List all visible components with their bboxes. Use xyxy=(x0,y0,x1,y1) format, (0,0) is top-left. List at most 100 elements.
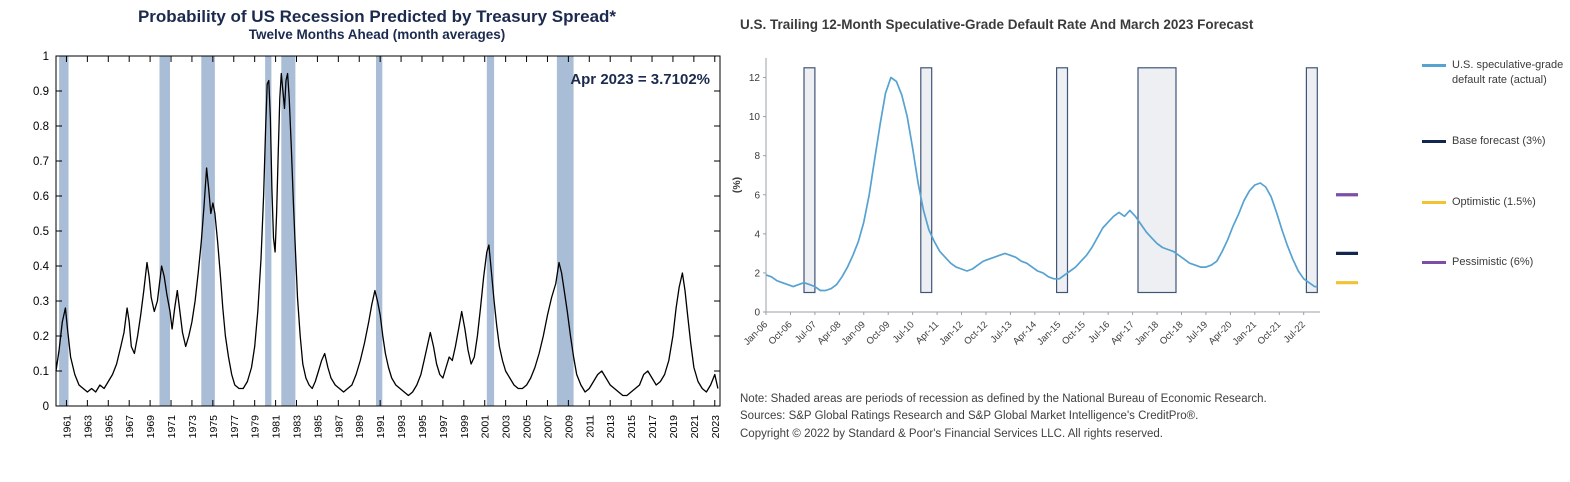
y-tick-label: 0 xyxy=(43,401,49,413)
y-tick-label: 0.1 xyxy=(33,366,49,378)
y-tick-label: 6 xyxy=(754,190,760,201)
note-sources: Sources: S&P Global Ratings Research and… xyxy=(740,410,1199,423)
chart-legend: U.S. speculative-grade default rate (act… xyxy=(1422,58,1567,316)
forecast-markers xyxy=(1336,192,1358,284)
x-tick-label: 1991 xyxy=(375,415,387,439)
x-tick-label: 1973 xyxy=(187,415,199,439)
x-tick-label: 1985 xyxy=(312,415,324,439)
legend-item-optimistic: Optimistic (1.5%) xyxy=(1422,195,1567,210)
left-chart-title: Probability of US Recession Predicted by… xyxy=(137,7,617,26)
y-tick-label: 0.9 xyxy=(33,86,49,98)
x-tick-label: 1971 xyxy=(166,415,178,439)
y-tick-label: 1 xyxy=(43,51,49,63)
x-tick-label: 2017 xyxy=(647,415,659,439)
series-recession-probability xyxy=(55,72,719,397)
x-tick-label: 1983 xyxy=(292,415,304,439)
note-copyright: Copyright © 2022 by Standard & Poor's Fi… xyxy=(740,428,1163,441)
x-tick-label: 1989 xyxy=(354,415,366,439)
recession-probability-section: Probability of US Recession Predicted by… xyxy=(12,6,742,453)
x-tick-label: 1987 xyxy=(333,415,345,439)
x-tick-label: 1965 xyxy=(103,415,115,439)
x-tick-label: 1977 xyxy=(229,415,241,439)
x-tick-label: 2003 xyxy=(501,415,513,439)
legend-label-actual: U.S. speculative-grade default rate (act… xyxy=(1452,59,1564,86)
y-tick-label: 0.3 xyxy=(33,296,49,308)
right-chart-title: U.S. Trailing 12-Month Speculative-Grade… xyxy=(740,17,1254,32)
legend-swatch-pessimistic xyxy=(1422,261,1446,265)
recession-bands xyxy=(59,56,574,407)
x-tick-label: 2009 xyxy=(563,415,575,439)
x-tick-label: 2021 xyxy=(689,415,701,439)
legend-swatch-optimistic xyxy=(1422,200,1446,204)
x-tick-label: 1979 xyxy=(250,415,262,439)
x-tick-label: Oct-12 xyxy=(962,319,990,347)
x-tick-label: Oct-09 xyxy=(864,319,892,347)
x-axis: 1961 1963 1965 1967 1969 1971 1973 1975 1977 1979… xyxy=(61,56,722,439)
y-tick-label: 0.4 xyxy=(33,261,50,273)
x-tick-label: Apr-17 xyxy=(1109,319,1137,347)
legend-swatch-base-forecast xyxy=(1422,139,1446,143)
x-tick-label: Jan-18 xyxy=(1133,319,1161,347)
x-tick-label: 1969 xyxy=(145,415,157,439)
x-tick-label: Jan-21 xyxy=(1231,319,1259,347)
y-axis: 0 0.1 0.2 0.3 0.4 0.5 0.6 0.7 0.8 0.9 1 xyxy=(33,51,720,413)
x-tick-label: 1995 xyxy=(417,415,429,439)
x-tick-label: 2023 xyxy=(710,415,722,439)
y-tick-label: 2 xyxy=(754,268,760,279)
x-tick-label: Oct-21 xyxy=(1255,319,1283,347)
y-tick-label: 0.8 xyxy=(33,121,49,133)
plot-border xyxy=(55,55,721,407)
annotation-apr-2023: Apr 2023 = 3.7102% xyxy=(570,71,710,88)
y-tick-label: 0.6 xyxy=(33,191,49,203)
recession-boxes xyxy=(803,66,1318,293)
y-tick-label: 0.5 xyxy=(33,226,49,238)
y-tick-label: 12 xyxy=(749,73,761,84)
x-tick-label: 2019 xyxy=(668,415,680,439)
x-tick-label: 1963 xyxy=(82,415,94,439)
x-tick-label: Jul-19 xyxy=(1184,319,1210,345)
y-tick-label: 0.7 xyxy=(33,156,49,168)
x-tick-label: 2005 xyxy=(522,415,534,439)
x-tick-label: 1961 xyxy=(61,415,73,439)
x-tick-label: 1997 xyxy=(438,415,450,439)
default-rate-chart: 024681012(%)Jan-06Oct-06Jul-07Apr-08Jan-… xyxy=(731,57,1358,347)
legend-label-pessimistic: Pessimistic (6%) xyxy=(1452,256,1534,269)
legend-item-base-forecast: Base forecast (3%) xyxy=(1422,134,1567,149)
x-tick-label: Jul-16 xyxy=(1086,319,1112,345)
x-tick-label: Jul-22 xyxy=(1282,319,1308,345)
x-tick-label: 2011 xyxy=(584,415,596,438)
x-tick-label: Apr-20 xyxy=(1207,319,1235,347)
legend-label-optimistic: Optimistic (1.5%) xyxy=(1452,195,1536,208)
y-tick-label: 4 xyxy=(754,229,760,240)
x-tick-label: Jan-15 xyxy=(1035,319,1063,347)
x-tick-label: Jan-12 xyxy=(937,319,965,347)
x-tick-label: Oct-18 xyxy=(1158,319,1186,347)
chart-notes: Note: Shaded areas are periods of recess… xyxy=(740,391,1395,444)
x-tick-label: Jul-13 xyxy=(988,319,1014,345)
x-tick-label: Oct-06 xyxy=(767,319,795,347)
y-axis: 0 2 4 6 8 10 12 xyxy=(749,73,766,318)
legend-item-pessimistic: Pessimistic (6%) xyxy=(1422,255,1567,270)
x-tick-label: 1975 xyxy=(208,415,220,439)
x-tick-label: 1993 xyxy=(396,415,408,439)
x-tick-label: Oct-15 xyxy=(1060,319,1088,347)
y-axis-title: (%) xyxy=(731,176,743,192)
series-default-rate xyxy=(765,76,1318,291)
x-tick-label: Apr-14 xyxy=(1011,319,1039,347)
x-tick-label: Jan-06 xyxy=(742,319,770,347)
y-tick-label: 0.2 xyxy=(33,331,49,343)
x-axis: Jan-06Oct-06Jul-07Apr-08Jan-09Oct-09Jul-… xyxy=(742,311,1308,347)
legend-swatch-actual xyxy=(1422,64,1446,67)
x-tick-label: 2013 xyxy=(605,415,617,439)
x-tick-label: Jul-10 xyxy=(891,319,917,345)
x-tick-label: 2015 xyxy=(626,415,638,439)
left-chart-titles: Probability of US Recession Predicted by… xyxy=(12,6,742,44)
legend-label-base-forecast: Base forecast (3%) xyxy=(1452,134,1546,147)
x-tick-label: Jan-09 xyxy=(840,319,868,347)
x-tick-label: Apr-08 xyxy=(816,319,844,347)
x-tick-label: 1981 xyxy=(271,415,283,439)
x-tick-label: Jul-07 xyxy=(793,319,819,345)
x-tick-label: 2007 xyxy=(542,415,554,439)
recession-probability-chart: 0 0.1 0.2 0.3 0.4 0.5 0.6 0.7 0.8 0.9 1 1961 1963 196… xyxy=(33,51,722,439)
